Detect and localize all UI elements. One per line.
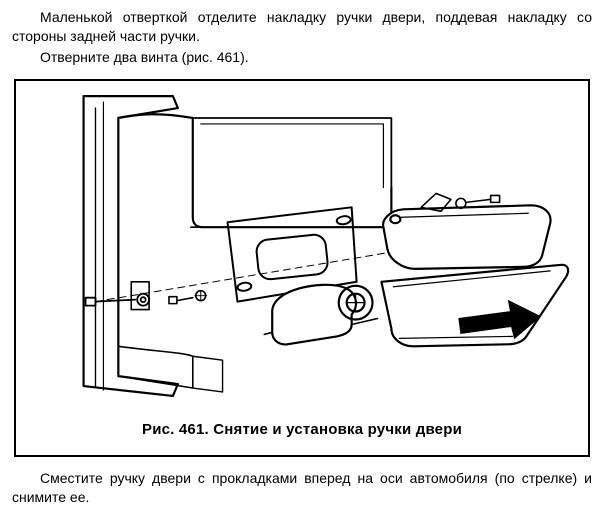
figure-461: Рис. 461. Снятие и установка ручки двери: [14, 79, 590, 457]
paragraph-3: Сместите ручку двери с прокладками впере…: [12, 469, 592, 507]
page-content: Маленькой отверткой отделите накладку ру…: [0, 0, 604, 516]
paragraph-1: Маленькой отверткой отделите накладку ру…: [12, 8, 592, 46]
figure-diagram: [24, 87, 580, 417]
door-handle-diagram-svg: [24, 87, 580, 417]
figure-caption: Рис. 461. Снятие и установка ручки двери: [24, 421, 580, 438]
paragraph-2: Отверните два винта (рис. 461).: [12, 48, 592, 67]
